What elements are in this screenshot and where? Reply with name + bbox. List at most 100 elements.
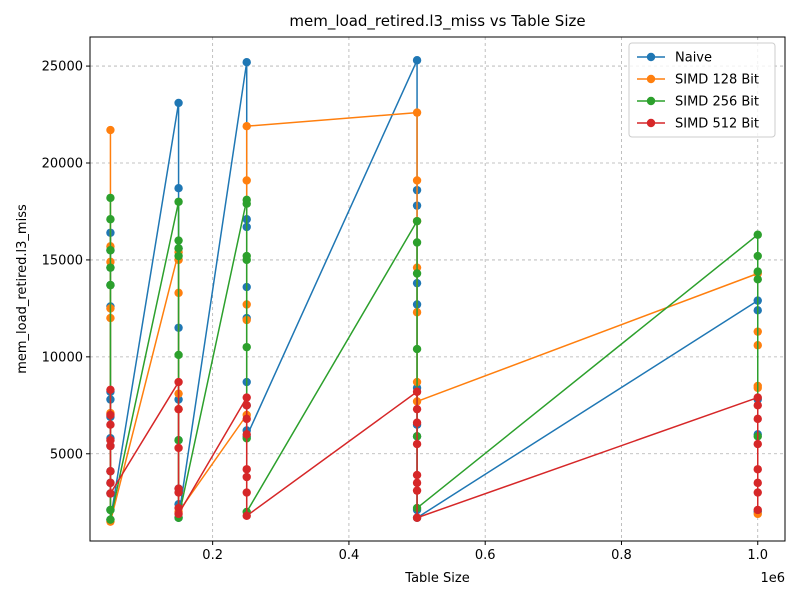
data-point xyxy=(753,251,762,261)
y-axis-ticks: 5000 10000 15000 20000 25000 xyxy=(42,60,90,462)
data-point xyxy=(412,418,422,427)
data-point xyxy=(412,216,422,226)
data-point xyxy=(753,505,762,515)
legend-marker xyxy=(646,74,656,84)
data-point xyxy=(106,193,115,203)
legend-item: Naive xyxy=(637,51,712,66)
y-tick-label: 10000 xyxy=(42,350,83,365)
x-axis-ticks: 0.2 0.4 0.6 0.8 1.0 xyxy=(202,541,768,563)
data-point xyxy=(242,465,251,474)
data-point xyxy=(174,98,183,108)
data-point xyxy=(753,401,762,410)
data-point xyxy=(174,488,183,497)
y-tick-label: 15000 xyxy=(42,253,83,268)
data-point xyxy=(106,420,115,429)
data-point xyxy=(412,344,422,354)
data-point xyxy=(106,489,115,498)
y-tick-label: 5000 xyxy=(50,447,83,462)
legend-frame xyxy=(628,42,776,138)
legend-label: SIMD 256 Bit xyxy=(675,95,759,110)
data-point xyxy=(412,513,422,522)
y-axis-label: mem_load_retired.l3_miss xyxy=(15,204,30,374)
x-axis-label: Table Size xyxy=(404,571,469,586)
grid-lines xyxy=(90,37,785,541)
data-point xyxy=(174,350,183,360)
x-axis-offset-text: 1e6 xyxy=(760,571,785,586)
data-point xyxy=(106,280,115,290)
data-point xyxy=(753,488,762,497)
data-point xyxy=(412,56,422,65)
data-point xyxy=(242,342,251,352)
data-point xyxy=(242,430,251,439)
data-point xyxy=(174,443,183,453)
legend-item: SIMD 512 Bit xyxy=(637,117,759,132)
data-point xyxy=(242,199,251,208)
data-point xyxy=(106,436,115,445)
data-point xyxy=(242,58,251,67)
data-point xyxy=(174,404,183,414)
plot-frame xyxy=(89,36,786,542)
data-point xyxy=(412,238,422,247)
series-group xyxy=(106,56,762,526)
x-tick-label: 0.6 xyxy=(475,548,496,563)
data-point xyxy=(174,197,183,206)
data-point xyxy=(412,439,422,449)
data-point xyxy=(753,465,762,474)
data-point xyxy=(106,410,115,420)
data-point xyxy=(242,488,251,497)
legend-marker xyxy=(646,52,656,62)
data-point xyxy=(753,439,762,449)
data-point xyxy=(242,401,251,410)
chart-title: mem_load_retired.l3_miss vs Table Size xyxy=(289,12,585,31)
data-point xyxy=(412,269,422,278)
data-point xyxy=(106,515,115,524)
x-tick-label: 0.4 xyxy=(339,548,360,563)
data-point xyxy=(753,230,762,239)
data-point xyxy=(174,377,183,387)
data-point xyxy=(174,184,183,193)
y-tick-label: 25000 xyxy=(42,60,83,75)
data-point xyxy=(106,125,115,135)
data-point xyxy=(242,393,251,402)
data-point xyxy=(174,503,183,513)
data-point xyxy=(106,441,115,451)
data-point xyxy=(753,267,762,276)
legend-item: SIMD 128 Bit xyxy=(637,73,759,88)
legend-item: SIMD 256 Bit xyxy=(637,95,759,110)
data-point xyxy=(106,246,115,255)
data-point xyxy=(753,393,762,402)
data-point xyxy=(242,472,251,482)
data-point xyxy=(242,121,251,131)
data-point xyxy=(412,404,422,414)
legend: Naive SIMD 128 Bit SIMD 256 Bit SIMD 512 Bi… xyxy=(628,42,776,138)
series-simd-512-bit xyxy=(106,377,762,522)
legend-label: SIMD 512 Bit xyxy=(675,117,759,132)
data-point xyxy=(242,255,251,265)
data-point xyxy=(412,478,422,488)
data-point xyxy=(106,505,115,515)
data-point xyxy=(174,236,183,245)
legend-label: SIMD 128 Bit xyxy=(675,73,759,88)
data-point xyxy=(242,511,251,520)
data-point xyxy=(106,478,115,488)
data-point xyxy=(412,470,422,480)
data-point xyxy=(174,244,183,253)
data-point xyxy=(412,108,422,117)
data-point xyxy=(106,215,115,224)
x-tick-label: 0.2 xyxy=(202,548,223,563)
data-point xyxy=(753,414,762,424)
legend-marker xyxy=(646,118,656,128)
x-tick-label: 1.0 xyxy=(747,548,768,563)
data-point xyxy=(412,486,422,495)
data-point xyxy=(106,385,115,394)
data-point xyxy=(412,387,422,396)
data-point xyxy=(242,414,251,424)
legend-label: Naive xyxy=(675,51,712,66)
data-point xyxy=(106,263,115,272)
data-point xyxy=(753,275,762,284)
data-point xyxy=(412,176,422,185)
data-point xyxy=(174,251,183,261)
data-point xyxy=(106,467,115,476)
data-point xyxy=(174,509,183,519)
